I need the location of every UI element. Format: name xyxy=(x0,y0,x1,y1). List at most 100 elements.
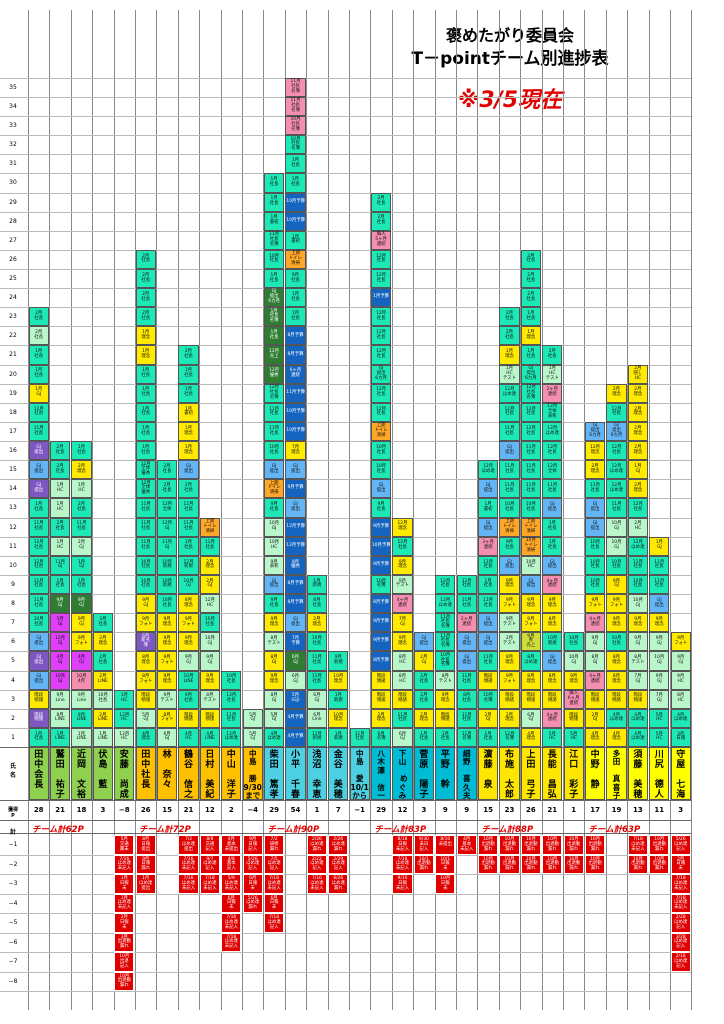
achievement-label: GJ 提出 xyxy=(462,655,472,665)
achievement-label: 11月 社長 xyxy=(140,502,151,512)
penalty-cell: 10月 出退勤 漏れ xyxy=(114,971,135,991)
achievement-cell: 10月 GJ xyxy=(606,536,627,556)
achievement-cell: 11月 社長 xyxy=(456,708,477,728)
achievement-label: 2ヶ月 連続 xyxy=(546,387,559,398)
achievement-cell: 11月 社長 xyxy=(499,460,520,480)
achievement-label: 階段 傾諸 xyxy=(590,693,600,704)
achievement-cell: 5月 HC xyxy=(649,727,670,747)
penalty-cell: 5/9 ほめ達 未記入 xyxy=(221,874,242,894)
achievement-label: 2月 LINE xyxy=(97,674,108,685)
achievement-label: 9月 GJ xyxy=(56,597,64,608)
achievement-cell: 2月 社長 xyxy=(499,326,520,346)
achievement-cell: 2月 社長 xyxy=(156,479,178,499)
penalty-cell: 4月 基本 未提出 xyxy=(221,835,242,855)
penalty-label: 7/18 ほめ達 記入 xyxy=(267,915,281,930)
achievement-label: 4月予算 xyxy=(287,734,304,740)
achievement-cell: 1月 HC xyxy=(71,479,92,499)
achievement-cell: 11月予算 xyxy=(285,383,306,403)
penalty-cell: 10月 日報 未 xyxy=(435,874,456,894)
achievement-label: 12月 ほめ達 xyxy=(545,425,559,436)
penalty-cell: 6/26 ほめ達 漏れ xyxy=(328,874,349,894)
achievement-cell: 12月 社長 xyxy=(542,441,563,461)
achievement-cell: 1月 社長 xyxy=(28,345,49,365)
achievement-label: GJ 提出 xyxy=(291,616,300,627)
achievement-label: 上期 トイレ 清掃 xyxy=(203,518,217,534)
achievement-cell: 11月 社長 xyxy=(584,479,606,499)
achievement-cell: 2月 理念 xyxy=(199,555,221,575)
achievement-label: 12月 全体 表彰 xyxy=(547,404,558,419)
penalty-label: 4月 基本 未記入 xyxy=(460,837,474,852)
achievement-cell: 1月 書初 xyxy=(285,230,306,250)
row-label: 17 xyxy=(9,427,17,435)
achievement-cell: 1月 社長 xyxy=(520,307,542,327)
achievement-label: 9月 GJ xyxy=(677,655,685,665)
grid-vline xyxy=(563,10,564,1010)
achievement-label: 11月 社長 xyxy=(33,425,44,436)
team-total: チーム計90P xyxy=(267,825,320,835)
achievement-cell: GJ 提出 xyxy=(28,479,49,499)
row-label: 6 xyxy=(11,638,15,646)
achievement-cell: 9月 フォト xyxy=(584,594,606,614)
achievement-cell: 8月 理念 xyxy=(178,594,199,614)
grid-hline xyxy=(0,932,692,934)
member-points: 18 xyxy=(76,806,87,814)
penalty-label: 2/28 ほめ達 記入 xyxy=(674,915,688,930)
member-points: 15 xyxy=(483,806,493,814)
achievement-cell: 2月 隠し HC xyxy=(627,364,649,384)
achievement-label: 1月 社長 xyxy=(34,502,44,512)
achievement-label: 1月 書初 xyxy=(483,502,493,512)
achievement-label: 10月 社長 xyxy=(269,253,280,264)
grid-hline xyxy=(0,345,692,347)
achievement-label: 2月 理念 xyxy=(505,712,514,723)
achievement-label: 11月 社長 xyxy=(461,674,472,685)
achievement-label: 8月 テスト xyxy=(267,636,281,646)
achievement-label: 10月 社長 xyxy=(269,444,280,455)
achievement-label: 6月 GJ xyxy=(163,731,171,742)
grid-hline xyxy=(0,594,692,596)
achievement-cell: 1月 GJ xyxy=(649,536,670,556)
achievement-cell: 9月 フォト xyxy=(178,613,199,633)
achievement-label: 8月 GJ xyxy=(591,655,599,665)
achievement-label: 1月 社長 xyxy=(526,349,536,360)
achievement-label: 2月 理念 xyxy=(376,712,386,723)
penalty-cell: 7/18 ほめ達 未記入 xyxy=(221,932,242,952)
achievement-cell: 1月 社長 xyxy=(477,574,499,595)
grid-vline xyxy=(413,10,415,1010)
achievement-label: 3月 日報 xyxy=(676,731,686,742)
achievement-label: 上期 トイレ 清掃 xyxy=(267,480,281,496)
penalty-label: 10月 出退勤 漏れ xyxy=(524,837,538,852)
achievement-cell: 11月 社長 xyxy=(28,421,49,442)
achievement-label: 4月 理念 xyxy=(526,731,536,742)
penalty-label: 5/26 ほめ達 記入 xyxy=(246,856,260,872)
achievement-label: 2月 社長 xyxy=(55,463,65,474)
penalty-label: 2/22 ほめ達 記入 xyxy=(310,856,324,872)
achievement-label: 2月 社長 xyxy=(376,196,386,207)
achievement-cell: 11月 社長 xyxy=(627,555,649,575)
achievement-label: 12月 社長 xyxy=(461,578,472,589)
neg-row-label: −1 xyxy=(8,841,18,848)
achievement-cell: GJ 提出 xyxy=(178,460,199,480)
penalty-cell: 6月 日報 未 xyxy=(242,874,263,894)
achievement-cell: 10月 社長 xyxy=(606,555,627,575)
achievement-cell: 12月 社長 xyxy=(370,402,392,422)
member-name: 中 山 洋 子 xyxy=(221,747,242,800)
achievement-label: 6月 GJ xyxy=(291,655,300,665)
achievement-cell: 1月 理念 xyxy=(520,326,542,346)
achievement-label: 9月 理念 xyxy=(633,616,643,627)
achievement-cell: 2月 理念 xyxy=(306,613,328,633)
achievement-cell: 10月 名簿 xyxy=(477,689,499,709)
achievement-cell: 上期 トイレ 清掃 xyxy=(285,249,306,269)
member-points: 19 xyxy=(611,806,622,814)
achievement-cell: 2月 社長 xyxy=(520,269,542,289)
achievement-label: 9月 理念 xyxy=(162,674,172,685)
achievement-cell: 9月 フォト xyxy=(606,594,627,614)
achievement-cell: 5月 GJ xyxy=(49,613,71,633)
row-label: 9 xyxy=(11,580,15,588)
grid-hline xyxy=(0,364,692,366)
achievement-cell: 8月 GJ xyxy=(263,651,285,671)
achievement-cell: 8月 HC xyxy=(392,651,413,671)
achievement-cell: 階段 傾諸 xyxy=(477,670,499,690)
achievement-label: 1月 HC xyxy=(56,502,64,512)
penalty-label: 5/9 ほめ達 未記入 xyxy=(224,876,238,891)
penalty-label: 10月 出退勤 漏れ xyxy=(545,856,559,872)
